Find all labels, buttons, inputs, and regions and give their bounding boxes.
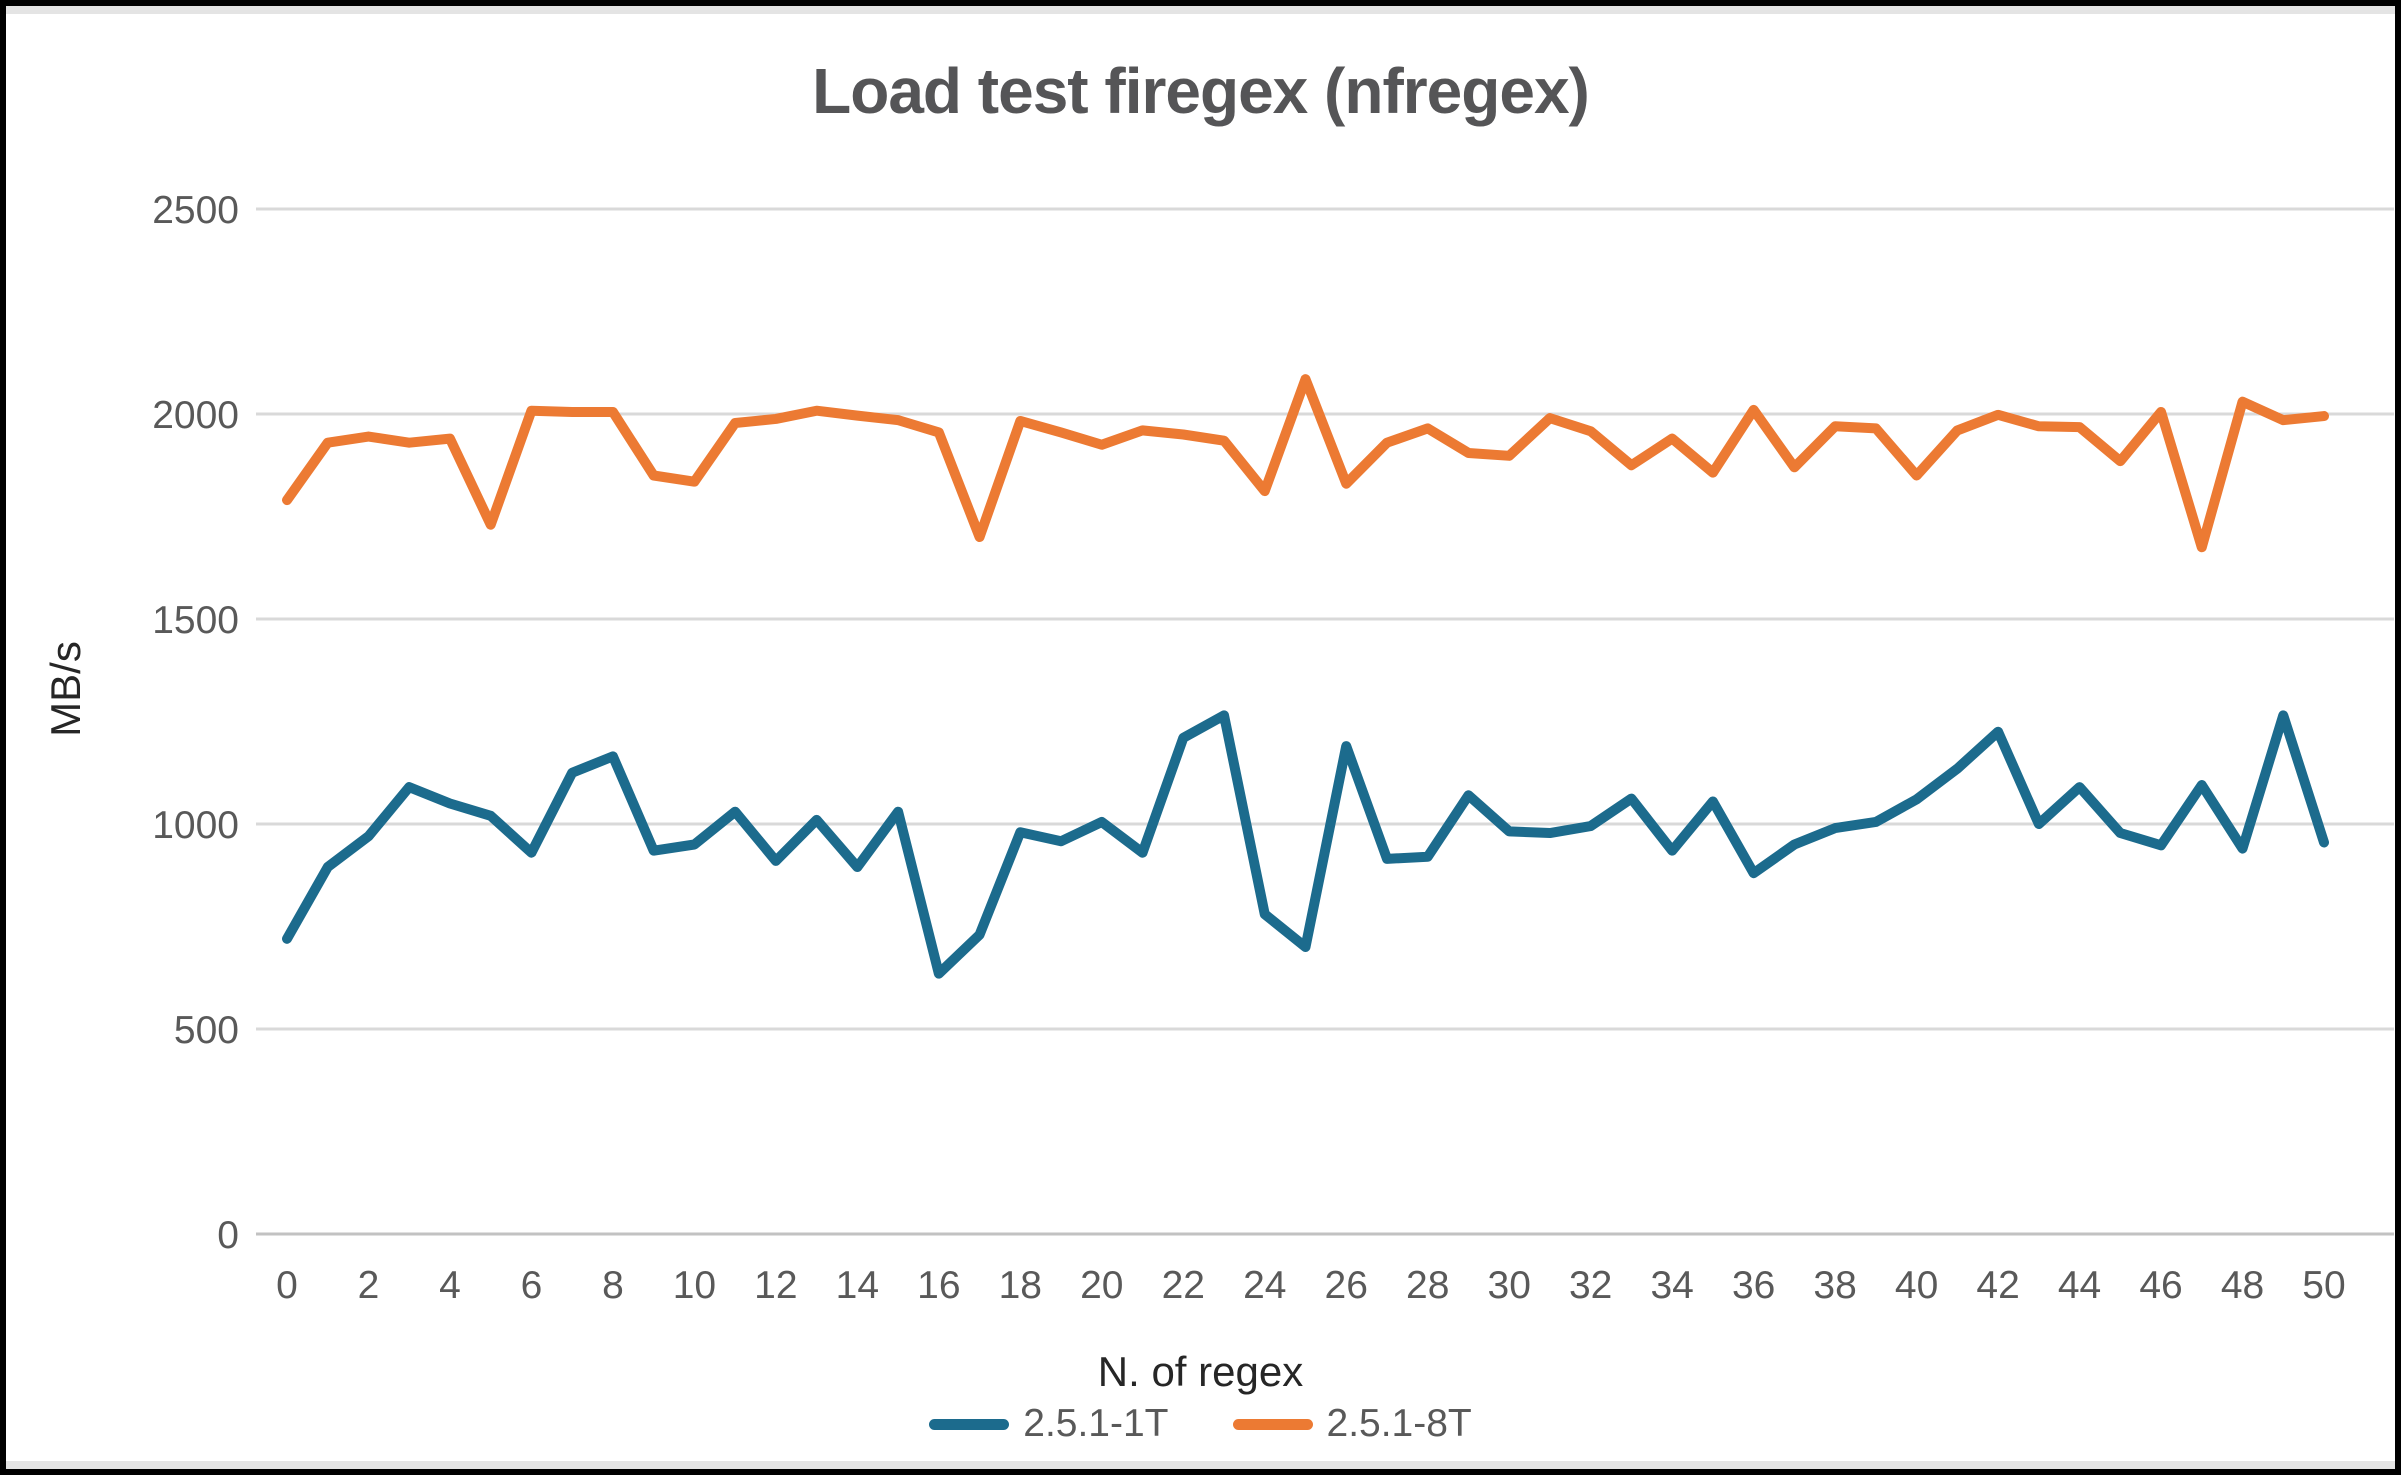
- x-tick-label-30: 30: [1488, 1264, 1531, 1307]
- y-tick-label-1000: 1000: [152, 804, 239, 847]
- x-tick-label-34: 34: [1650, 1264, 1693, 1307]
- y-tick-label-2500: 2500: [152, 189, 239, 232]
- y-tick-label-0: 0: [217, 1214, 239, 1257]
- x-tick-label-4: 4: [439, 1264, 461, 1307]
- y-tick-label-500: 500: [174, 1009, 239, 1052]
- x-axis-title: N. of regex: [1097, 1348, 1304, 1395]
- y-tick-label-1500: 1500: [152, 599, 239, 642]
- legend-label-1t: 2.5.1-1T: [1023, 1402, 1169, 1445]
- x-tick-label-24: 24: [1243, 1264, 1286, 1307]
- x-tick-label-50: 50: [2302, 1264, 2345, 1307]
- chart-inset-band-bottom: [6, 1461, 2395, 1469]
- chart-title: Load test firegex (nfregex): [812, 55, 1590, 127]
- x-tick-label-6: 6: [521, 1264, 543, 1307]
- legend-label-8t: 2.5.1-8T: [1326, 1402, 1472, 1445]
- x-tick-label-42: 42: [1976, 1264, 2019, 1307]
- x-tick-label-44: 44: [2058, 1264, 2101, 1307]
- series-line-2.5.1-8T: [282, 374, 2329, 553]
- x-tick-label-20: 20: [1080, 1264, 1123, 1307]
- x-tick-label-0: 0: [276, 1264, 298, 1307]
- x-tick-label-38: 38: [1813, 1264, 1856, 1307]
- x-tick-label-22: 22: [1162, 1264, 1205, 1307]
- x-tick-label-14: 14: [836, 1264, 879, 1307]
- x-tick-label-2: 2: [358, 1264, 380, 1307]
- x-tick-label-46: 46: [2139, 1264, 2182, 1307]
- x-tick-label-8: 8: [602, 1264, 624, 1307]
- x-tick-label-32: 32: [1569, 1264, 1612, 1307]
- legend-item-8t: 2.5.1-8T: [1232, 1402, 1472, 1446]
- x-tick-label-48: 48: [2221, 1264, 2264, 1307]
- x-tick-label-12: 12: [754, 1264, 797, 1307]
- chart-inset-band-top: [6, 6, 2395, 14]
- y-tick-label-2000: 2000: [152, 394, 239, 437]
- series-line-2.5.1-1T: [282, 710, 2329, 979]
- legend-item-1t: 2.5.1-1T: [929, 1402, 1169, 1446]
- x-tick-label-36: 36: [1732, 1264, 1775, 1307]
- x-tick-label-16: 16: [917, 1264, 960, 1307]
- x-tick-label-26: 26: [1325, 1264, 1368, 1307]
- x-tick-label-18: 18: [999, 1264, 1042, 1307]
- x-tick-label-10: 10: [673, 1264, 716, 1307]
- legend-marker-1t-line-icon: [929, 1418, 1010, 1430]
- legend-marker-8t-line-icon: [1232, 1418, 1313, 1430]
- legend: 2.5.1-1T 2.5.1-8T: [6, 1402, 2395, 1446]
- x-tick-label-40: 40: [1895, 1264, 1938, 1307]
- x-tick-label-28: 28: [1406, 1264, 1449, 1307]
